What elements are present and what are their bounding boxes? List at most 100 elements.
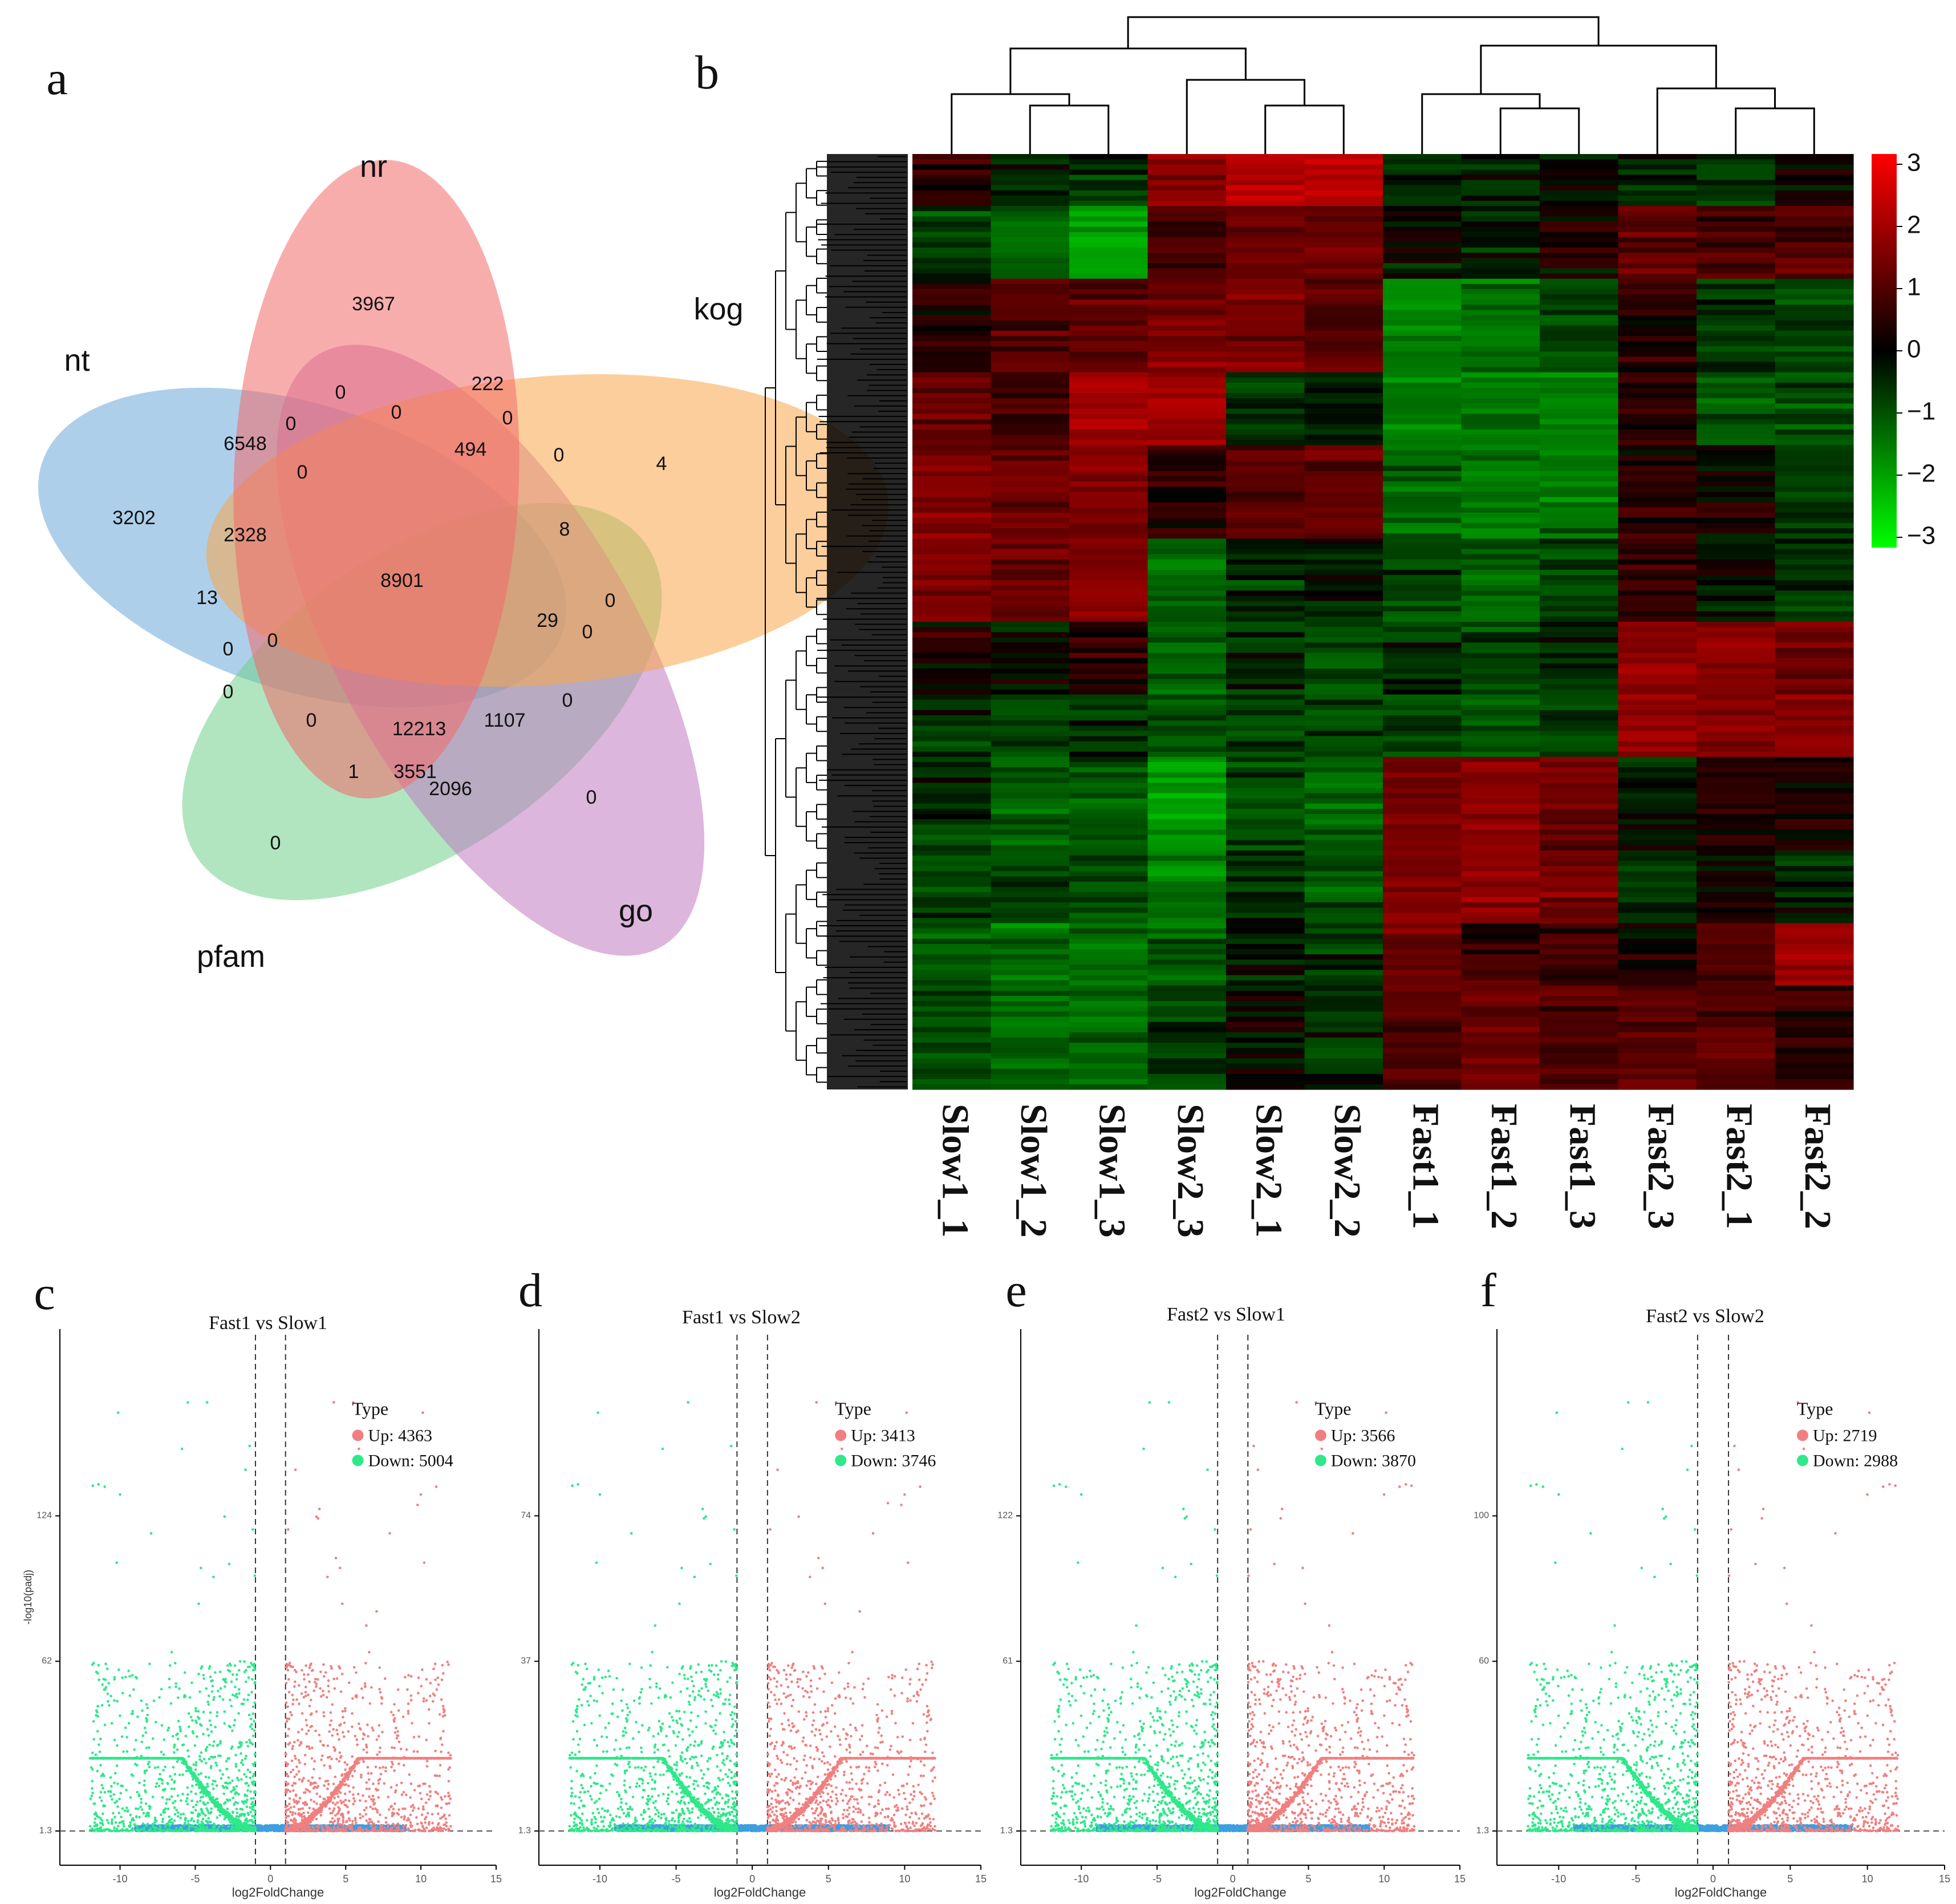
heatmap-cell (1305, 560, 1383, 565)
heatmap-cell (1697, 476, 1775, 482)
heatmap-cell (1305, 575, 1383, 581)
heatmap-cell (1462, 476, 1540, 482)
heatmap-cell (1383, 357, 1462, 362)
heatmap-cell (912, 440, 991, 445)
heatmap-cell (991, 513, 1070, 518)
heatmap-cell (1069, 777, 1148, 783)
heatmap-cell (1775, 793, 1854, 799)
heatmap-cell (1148, 590, 1227, 596)
heatmap-cell (1383, 435, 1462, 440)
heatmap-cell (1148, 321, 1227, 326)
heatmap-cell (1383, 221, 1462, 227)
heatmap-cell (912, 518, 991, 524)
heatmap-cell (1618, 560, 1697, 565)
heatmap-cell (1383, 455, 1462, 461)
heatmap-cell (1226, 367, 1305, 373)
heatmap-cell (1305, 481, 1383, 487)
heatmap-cell (912, 835, 991, 841)
heatmap-cell (1697, 227, 1775, 233)
heatmap-cell (1697, 159, 1775, 165)
heatmap-cell (991, 268, 1070, 274)
heatmap-cell (1148, 840, 1227, 846)
heatmap-cell (1462, 164, 1540, 170)
heatmap-cell (1462, 788, 1540, 794)
heatmap-cell (1540, 227, 1618, 233)
heatmap-cell (1540, 570, 1618, 576)
heatmap-cell (1226, 845, 1305, 851)
heatmap-cell (1305, 595, 1383, 601)
heatmap-cell (1462, 201, 1540, 206)
heatmap-cell (1383, 248, 1462, 253)
heatmap-cell (1618, 206, 1697, 212)
heatmap-cell (1305, 388, 1383, 394)
heatmap-cell (1775, 518, 1854, 524)
heatmap-cell (1697, 549, 1775, 554)
heatmap-cell (1775, 435, 1854, 440)
heatmap-cell (1618, 185, 1697, 191)
heatmap-cell (1226, 637, 1305, 643)
heatmap-cell (1069, 835, 1148, 841)
heatmap-cell (912, 326, 991, 331)
heatmap-cell (1540, 819, 1618, 825)
heatmap-cell (1618, 336, 1697, 342)
heatmap-cell (1226, 159, 1305, 165)
heatmap-cell (1148, 648, 1227, 654)
heatmap-cell (1148, 637, 1227, 643)
heatmap-cell (991, 533, 1070, 539)
heatmap-cell (1462, 424, 1540, 430)
heatmap-cell (1540, 445, 1618, 451)
heatmap-cell (991, 305, 1070, 310)
heatmap-cell (1540, 191, 1618, 196)
heatmap-cell (1462, 538, 1540, 544)
heatmap-cell (1383, 175, 1462, 180)
heatmap-cell (1618, 726, 1697, 731)
heatmap-cell (1383, 336, 1462, 342)
heatmap-cell (1462, 845, 1540, 851)
heatmap-cell (1383, 523, 1462, 529)
heatmap-cell (1148, 679, 1227, 684)
heatmap-cell (1305, 211, 1383, 217)
heatmap-cell (1697, 710, 1775, 716)
heatmap-cell (1226, 674, 1305, 679)
heatmap-cell (1775, 637, 1854, 643)
heatmap-cell (1540, 632, 1618, 638)
heatmap-cell (1383, 799, 1462, 804)
heatmap-cell (1226, 736, 1305, 742)
heatmap-cell (1148, 284, 1227, 290)
heatmap-cell (1069, 528, 1148, 534)
heatmap-cell (1540, 455, 1618, 461)
heatmap-cell (1226, 299, 1305, 305)
heatmap-cell (1069, 715, 1148, 721)
heatmap-cell (1226, 565, 1305, 570)
heatmap-cell (1069, 720, 1148, 726)
heatmap-cell (1069, 164, 1148, 170)
heatmap-cell (991, 565, 1070, 570)
heatmap-cell (912, 274, 991, 279)
heatmap-cell (1775, 450, 1854, 456)
heatmap-cell (1069, 440, 1148, 445)
heatmap-cell (1462, 762, 1540, 768)
heatmap-cell (1697, 471, 1775, 477)
heatmap-cell (1148, 513, 1227, 518)
heatmap-cell (1618, 528, 1697, 534)
heatmap-cell (1226, 191, 1305, 196)
heatmap-cell (1305, 829, 1383, 835)
heatmap-cell (1618, 487, 1697, 492)
heatmap-cell (1226, 310, 1305, 315)
heatmap-cell (1148, 461, 1227, 467)
heatmap-cell (1540, 430, 1618, 435)
heatmap-cell (1226, 590, 1305, 596)
heatmap-cell (1383, 861, 1462, 866)
heatmap-cell (1383, 653, 1462, 659)
heatmap-cell (1148, 544, 1227, 549)
heatmap-cell (1148, 466, 1227, 472)
heatmap-cell (912, 513, 991, 518)
heatmap-cell (1383, 341, 1462, 347)
heatmap-cell (1383, 201, 1462, 206)
heatmap-cell (1618, 263, 1697, 269)
heatmap-cell (1305, 196, 1383, 201)
heatmap-cell (1775, 321, 1854, 326)
heatmap-cell (1618, 455, 1697, 461)
heatmap-cell (1462, 606, 1540, 612)
heatmap-cell (1618, 196, 1697, 201)
